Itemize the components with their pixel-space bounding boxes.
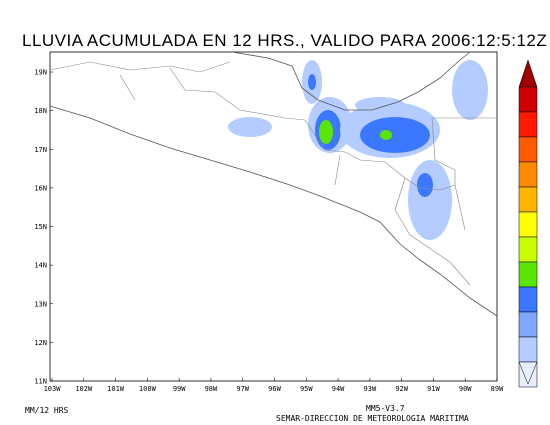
colorbar-swatch xyxy=(518,211,538,238)
colorbar-swatch xyxy=(518,186,538,213)
colorbar-swatch xyxy=(518,336,538,363)
title: LLUVIA ACUMULADA EN 12 HRS., VALIDO PARA… xyxy=(22,31,547,50)
lon-label: 91W xyxy=(427,385,440,393)
lat-label: 17N xyxy=(34,146,47,154)
units-label: MM/12 HRS xyxy=(25,406,69,415)
lon-label: 100W xyxy=(139,385,157,393)
lon-label: 96W xyxy=(268,385,281,393)
lon-label: 99W xyxy=(173,385,186,393)
lon-label: 95W xyxy=(300,385,313,393)
lon-label: 90W xyxy=(459,385,472,393)
lat-label: 15N xyxy=(34,223,47,231)
source-label: SEMAR-DIRECCION DE METEOROLOGIA MARITIMA xyxy=(276,414,469,423)
latitude-labels: 19N 18N 17N 16N 15N 14N 13N 12N 11N xyxy=(34,69,53,386)
lat-label: 13N xyxy=(34,300,47,308)
colorbar-swatch xyxy=(518,236,538,263)
colorbar: 35030025020015010080604020105 xyxy=(518,59,538,388)
colorbar-swatch xyxy=(518,111,538,138)
colorbar-swatch xyxy=(518,261,538,288)
lat-label: 16N xyxy=(34,184,47,192)
map-area xyxy=(49,51,498,382)
lat-label: 19N xyxy=(34,69,47,77)
lat-label: 12N xyxy=(34,339,47,347)
lat-label: 14N xyxy=(34,262,47,270)
model-label: MM5-V3.7 xyxy=(366,404,405,413)
lon-label: 94W xyxy=(332,385,345,393)
lon-label: 89W xyxy=(491,385,504,393)
lon-label: 103W xyxy=(44,385,62,393)
lon-label: 102W xyxy=(75,385,93,393)
lat-label: 11N xyxy=(34,378,47,386)
colorbar-swatch xyxy=(518,161,538,188)
lon-label: 98W xyxy=(205,385,218,393)
lon-label: 101W xyxy=(107,385,125,393)
lon-label: 93W xyxy=(364,385,377,393)
colorbar-bottom xyxy=(518,361,538,385)
colorbar-swatch xyxy=(518,86,538,113)
lon-label: 92W xyxy=(395,385,408,393)
lat-label: 18N xyxy=(34,107,47,115)
longitude-labels: 103W 102W 101W 100W 99W 98W 97W 96W 95W 94W 93W 92W… xyxy=(44,378,504,393)
lon-label: 97W xyxy=(236,385,249,393)
colorbar-swatch xyxy=(518,286,538,313)
colorbar-swatch xyxy=(518,311,538,338)
rain-field xyxy=(228,60,488,240)
colorbar-swatch xyxy=(518,361,538,388)
colorbar-cap xyxy=(518,59,538,88)
colorbar-swatch xyxy=(518,136,538,163)
